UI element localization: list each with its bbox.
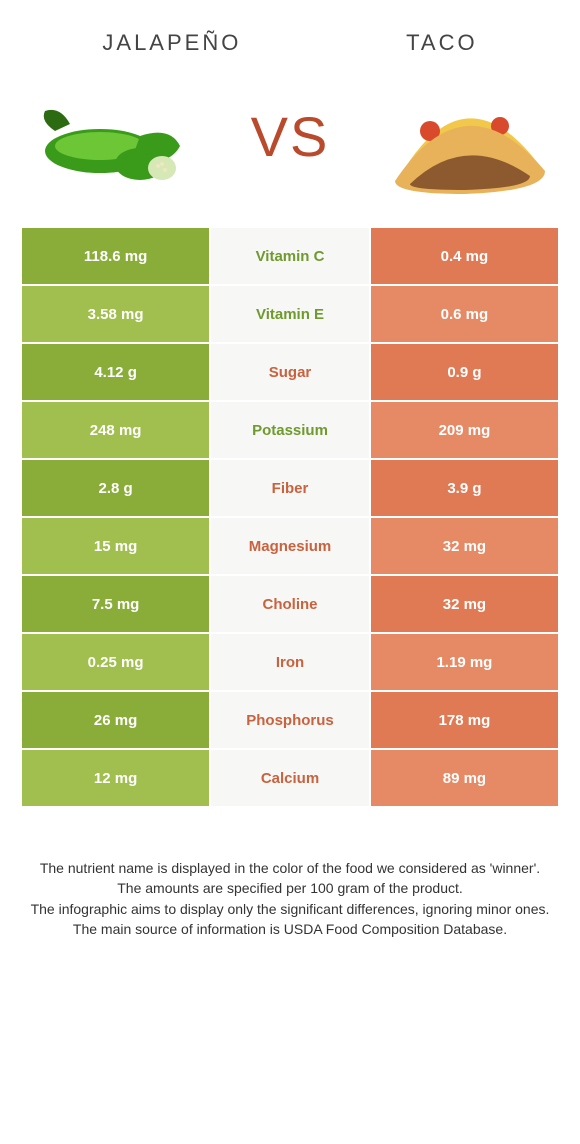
footer-line: The nutrient name is displayed in the co… [30,858,550,878]
vs-label: VS [251,104,330,169]
table-row: 3.58 mgVitamin E0.6 mg [21,285,559,343]
nutrient-name: Choline [210,575,370,633]
left-value: 12 mg [21,749,210,807]
footer-line: The main source of information is USDA F… [30,919,550,939]
table-row: 2.8 gFiber3.9 g [21,459,559,517]
left-value: 3.58 mg [21,285,210,343]
right-value: 32 mg [370,517,559,575]
right-value: 3.9 g [370,459,559,517]
table-row: 12 mgCalcium89 mg [21,749,559,807]
left-value: 0.25 mg [21,633,210,691]
right-value: 0.9 g [370,343,559,401]
table-row: 15 mgMagnesium32 mg [21,517,559,575]
jalapeno-icon [30,76,200,196]
right-value: 1.19 mg [370,633,559,691]
table-row: 0.25 mgIron1.19 mg [21,633,559,691]
title-right: TACO [406,30,477,56]
left-value: 248 mg [21,401,210,459]
header-row: JALAPEÑO TACO [0,0,580,66]
nutrient-table: 118.6 mgVitamin C0.4 mg3.58 mgVitamin E0… [20,226,560,808]
right-value: 0.4 mg [370,227,559,285]
left-value: 15 mg [21,517,210,575]
left-value: 7.5 mg [21,575,210,633]
taco-icon [380,76,550,196]
table-row: 7.5 mgCholine32 mg [21,575,559,633]
nutrient-name: Potassium [210,401,370,459]
nutrient-name: Magnesium [210,517,370,575]
left-value: 4.12 g [21,343,210,401]
nutrient-name: Phosphorus [210,691,370,749]
left-value: 118.6 mg [21,227,210,285]
table-row: 248 mgPotassium209 mg [21,401,559,459]
right-value: 178 mg [370,691,559,749]
table-row: 4.12 gSugar0.9 g [21,343,559,401]
vs-row: VS [0,66,580,226]
nutrient-name: Fiber [210,459,370,517]
left-value: 2.8 g [21,459,210,517]
right-value: 209 mg [370,401,559,459]
nutrient-name: Vitamin E [210,285,370,343]
nutrient-name: Iron [210,633,370,691]
nutrient-name: Calcium [210,749,370,807]
footer-line: The amounts are specified per 100 gram o… [30,878,550,898]
footer-line: The infographic aims to display only the… [30,899,550,919]
title-left: JALAPEÑO [102,30,241,56]
table-row: 26 mgPhosphorus178 mg [21,691,559,749]
nutrient-name: Sugar [210,343,370,401]
nutrient-name: Vitamin C [210,227,370,285]
left-value: 26 mg [21,691,210,749]
right-value: 89 mg [370,749,559,807]
table-row: 118.6 mgVitamin C0.4 mg [21,227,559,285]
footer-notes: The nutrient name is displayed in the co… [0,808,580,939]
right-value: 32 mg [370,575,559,633]
right-value: 0.6 mg [370,285,559,343]
